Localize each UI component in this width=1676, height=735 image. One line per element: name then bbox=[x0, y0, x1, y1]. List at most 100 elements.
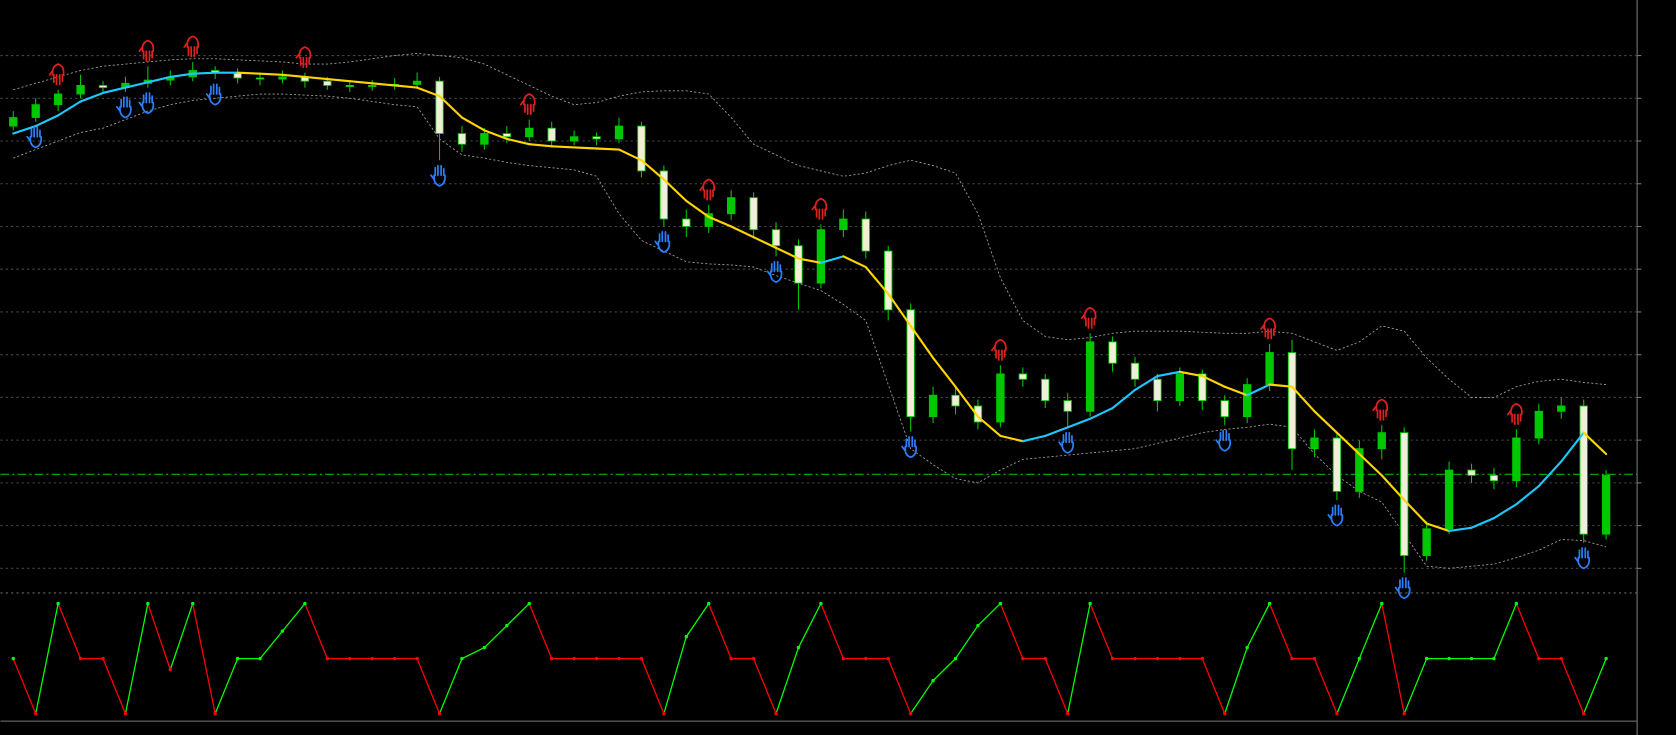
candle-body bbox=[614, 125, 624, 140]
candle-body bbox=[928, 394, 938, 418]
signal-icon bbox=[766, 260, 783, 283]
ma-segment bbox=[1335, 431, 1361, 456]
indicator-segment bbox=[820, 603, 844, 659]
signal-hand bbox=[1506, 402, 1523, 425]
candle-body bbox=[906, 309, 915, 418]
indicator-point bbox=[258, 656, 262, 661]
candle-body bbox=[659, 170, 669, 220]
indicator-point bbox=[392, 656, 397, 661]
ma-segment bbox=[34, 114, 60, 128]
ma-segment bbox=[730, 225, 755, 239]
indicator-point bbox=[1402, 711, 1406, 716]
ma-segment bbox=[57, 100, 82, 117]
candle-body bbox=[1467, 469, 1476, 476]
signal-icon bbox=[1506, 402, 1523, 425]
signal-hand bbox=[183, 35, 200, 58]
ma-segment bbox=[371, 82, 396, 87]
signal-hand bbox=[1372, 398, 1389, 421]
candle-body bbox=[973, 405, 983, 423]
signal-hand bbox=[1260, 317, 1276, 340]
candle-body bbox=[1310, 437, 1319, 450]
ma-segment bbox=[528, 143, 553, 148]
candle-body bbox=[1534, 410, 1543, 439]
indicator-point bbox=[1021, 656, 1025, 661]
ma-segment bbox=[797, 257, 822, 264]
indicator-segment bbox=[35, 603, 59, 714]
indicator-point bbox=[908, 711, 913, 716]
ma-segment bbox=[932, 356, 957, 388]
indicator-point bbox=[1043, 656, 1047, 661]
indicator-point bbox=[146, 601, 150, 606]
indicator-segment bbox=[259, 630, 283, 660]
ma-segment bbox=[864, 266, 890, 295]
indicator-point bbox=[1469, 656, 1474, 661]
indicator-point bbox=[1357, 656, 1362, 661]
ma-segment bbox=[909, 324, 935, 359]
signal-icon bbox=[1260, 317, 1276, 340]
indicator-point bbox=[1559, 656, 1563, 661]
ma-segment bbox=[1380, 474, 1406, 502]
indicator-point bbox=[572, 656, 576, 661]
indicator-segment bbox=[57, 603, 82, 659]
ma-segment bbox=[303, 75, 329, 81]
candle-body bbox=[345, 85, 354, 87]
indicator-point bbox=[56, 601, 60, 606]
indicator-segment bbox=[1269, 603, 1293, 659]
indicator-segment bbox=[438, 658, 463, 714]
indicator-point bbox=[1245, 645, 1249, 650]
candle-body bbox=[435, 80, 444, 134]
ma-segment bbox=[146, 75, 172, 84]
indicator-segment bbox=[640, 658, 665, 714]
candle-body bbox=[592, 136, 601, 140]
candle-body bbox=[255, 77, 265, 80]
indicator-segment bbox=[999, 603, 1024, 659]
indicator-segment bbox=[506, 603, 530, 627]
indicator-point bbox=[1200, 656, 1205, 661]
indicator-point bbox=[953, 656, 958, 661]
ma-segment bbox=[640, 159, 665, 181]
ma-segment bbox=[1448, 526, 1473, 533]
indicator-point bbox=[931, 678, 935, 683]
indicator-point bbox=[617, 656, 621, 661]
indicator-point bbox=[1312, 656, 1317, 661]
indicator-point bbox=[1088, 601, 1092, 606]
ma-segment bbox=[460, 116, 486, 132]
ma-segment bbox=[1470, 517, 1496, 529]
signal-hand bbox=[1574, 547, 1591, 570]
indicator-point bbox=[662, 711, 666, 716]
signal-hand bbox=[138, 92, 155, 115]
ma-segment bbox=[1537, 460, 1563, 488]
signal-hand bbox=[295, 46, 312, 69]
ma-segment bbox=[12, 124, 37, 135]
indicator-point bbox=[460, 656, 464, 661]
signal-icon bbox=[654, 230, 671, 254]
candle-body bbox=[1557, 405, 1566, 412]
signal-hand bbox=[811, 197, 828, 220]
indicator-point bbox=[707, 601, 711, 606]
candle-body bbox=[9, 117, 18, 127]
ma-segment bbox=[1492, 503, 1518, 520]
candle-body bbox=[323, 80, 332, 86]
ma-segment bbox=[101, 86, 127, 95]
indicator-point bbox=[549, 656, 554, 661]
candle-body bbox=[1355, 448, 1364, 492]
candle-body bbox=[794, 245, 803, 284]
signal-icon bbox=[138, 39, 155, 62]
indicator-point bbox=[437, 711, 442, 716]
indicator-segment bbox=[1381, 603, 1405, 714]
indicator-point bbox=[976, 623, 980, 628]
signal-icon bbox=[205, 83, 222, 106]
ma-segment bbox=[617, 148, 643, 162]
candle-body bbox=[637, 125, 646, 172]
ma-segment bbox=[1246, 383, 1271, 397]
indicator-point bbox=[639, 656, 644, 661]
indicator-point bbox=[370, 656, 374, 661]
indicator-point bbox=[1267, 601, 1272, 606]
candle-body bbox=[1130, 362, 1140, 380]
ma-segment bbox=[483, 129, 508, 140]
candle-body bbox=[480, 133, 489, 145]
candle-body bbox=[1085, 341, 1095, 412]
candle-body bbox=[1332, 437, 1342, 492]
ma-segment bbox=[326, 77, 351, 83]
